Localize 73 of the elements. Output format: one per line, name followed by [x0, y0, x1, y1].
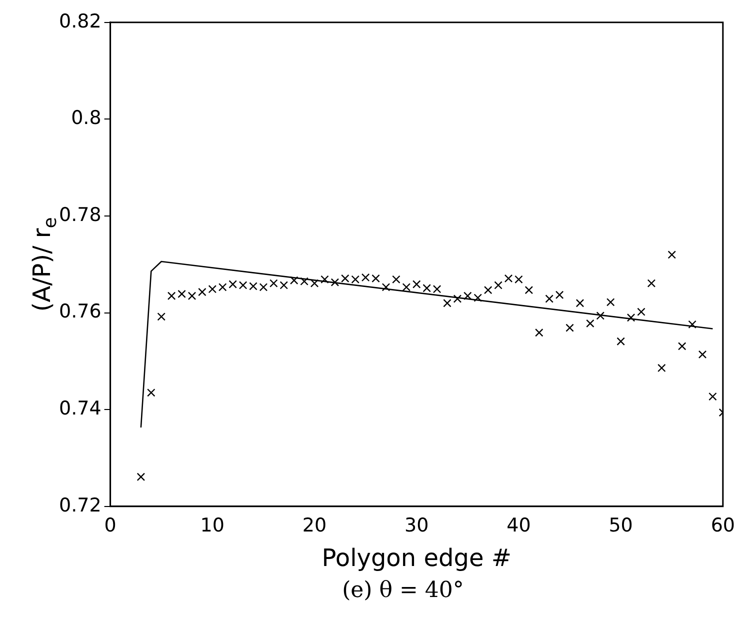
point	[147, 388, 156, 397]
point	[392, 275, 400, 284]
point	[432, 284, 442, 294]
point	[688, 320, 696, 329]
point	[596, 312, 605, 320]
x-tick-label: 30	[404, 514, 429, 537]
point	[259, 283, 268, 292]
point	[330, 278, 340, 286]
point	[606, 298, 615, 306]
y-tick-label: 0.76	[58, 300, 102, 323]
point	[270, 279, 278, 288]
point	[514, 275, 523, 284]
point	[290, 276, 298, 285]
y-tick-label: 0.74	[58, 398, 102, 420]
point	[494, 281, 502, 290]
point	[351, 275, 360, 284]
point	[208, 284, 217, 294]
point	[566, 324, 574, 332]
point	[626, 314, 636, 322]
point	[167, 292, 176, 300]
point	[188, 292, 196, 300]
y-tick-label: 0.8	[71, 107, 102, 130]
y-tick-label: 0.82	[58, 10, 102, 32]
point	[402, 283, 411, 292]
point	[310, 279, 319, 288]
y-tick-label: 0.78	[58, 204, 102, 226]
point	[464, 292, 472, 300]
x-tick-label: 0	[104, 514, 116, 537]
point	[218, 283, 227, 292]
point	[249, 282, 258, 290]
point	[300, 277, 308, 286]
point	[443, 298, 452, 308]
point	[545, 294, 554, 303]
point	[484, 286, 492, 294]
x-tick-label: 60	[710, 514, 736, 537]
point	[238, 281, 248, 290]
point	[534, 328, 544, 337]
point	[555, 290, 564, 300]
point	[228, 280, 237, 288]
point	[524, 286, 534, 294]
point	[320, 275, 329, 284]
point	[178, 290, 186, 298]
point	[372, 274, 380, 283]
x-axis-title: Polygon edge #	[322, 544, 512, 572]
x-tick-label: 20	[302, 514, 327, 537]
point	[504, 274, 513, 283]
point	[668, 250, 676, 259]
point	[198, 288, 206, 296]
point	[586, 319, 594, 328]
point	[157, 312, 166, 321]
x-tick-label: 10	[200, 514, 224, 537]
point	[136, 472, 146, 482]
point	[708, 392, 717, 401]
point	[474, 294, 482, 302]
point	[280, 281, 288, 290]
point	[576, 298, 584, 308]
point	[412, 280, 421, 288]
point	[382, 283, 390, 292]
text: (e) θ = 40°	[341, 578, 465, 603]
y-tick-label: 0.72	[58, 494, 102, 516]
point	[647, 279, 656, 288]
y-axis-title: (A/P)/ re	[28, 217, 61, 312]
point	[422, 284, 431, 292]
point	[637, 308, 646, 316]
point	[678, 342, 686, 350]
point	[361, 273, 370, 282]
point	[341, 274, 350, 283]
point	[616, 337, 625, 346]
point	[658, 364, 666, 372]
point	[698, 350, 707, 359]
x-tick-label: 40	[506, 514, 531, 537]
point	[453, 294, 462, 303]
x-tick-label: 50	[608, 514, 633, 537]
